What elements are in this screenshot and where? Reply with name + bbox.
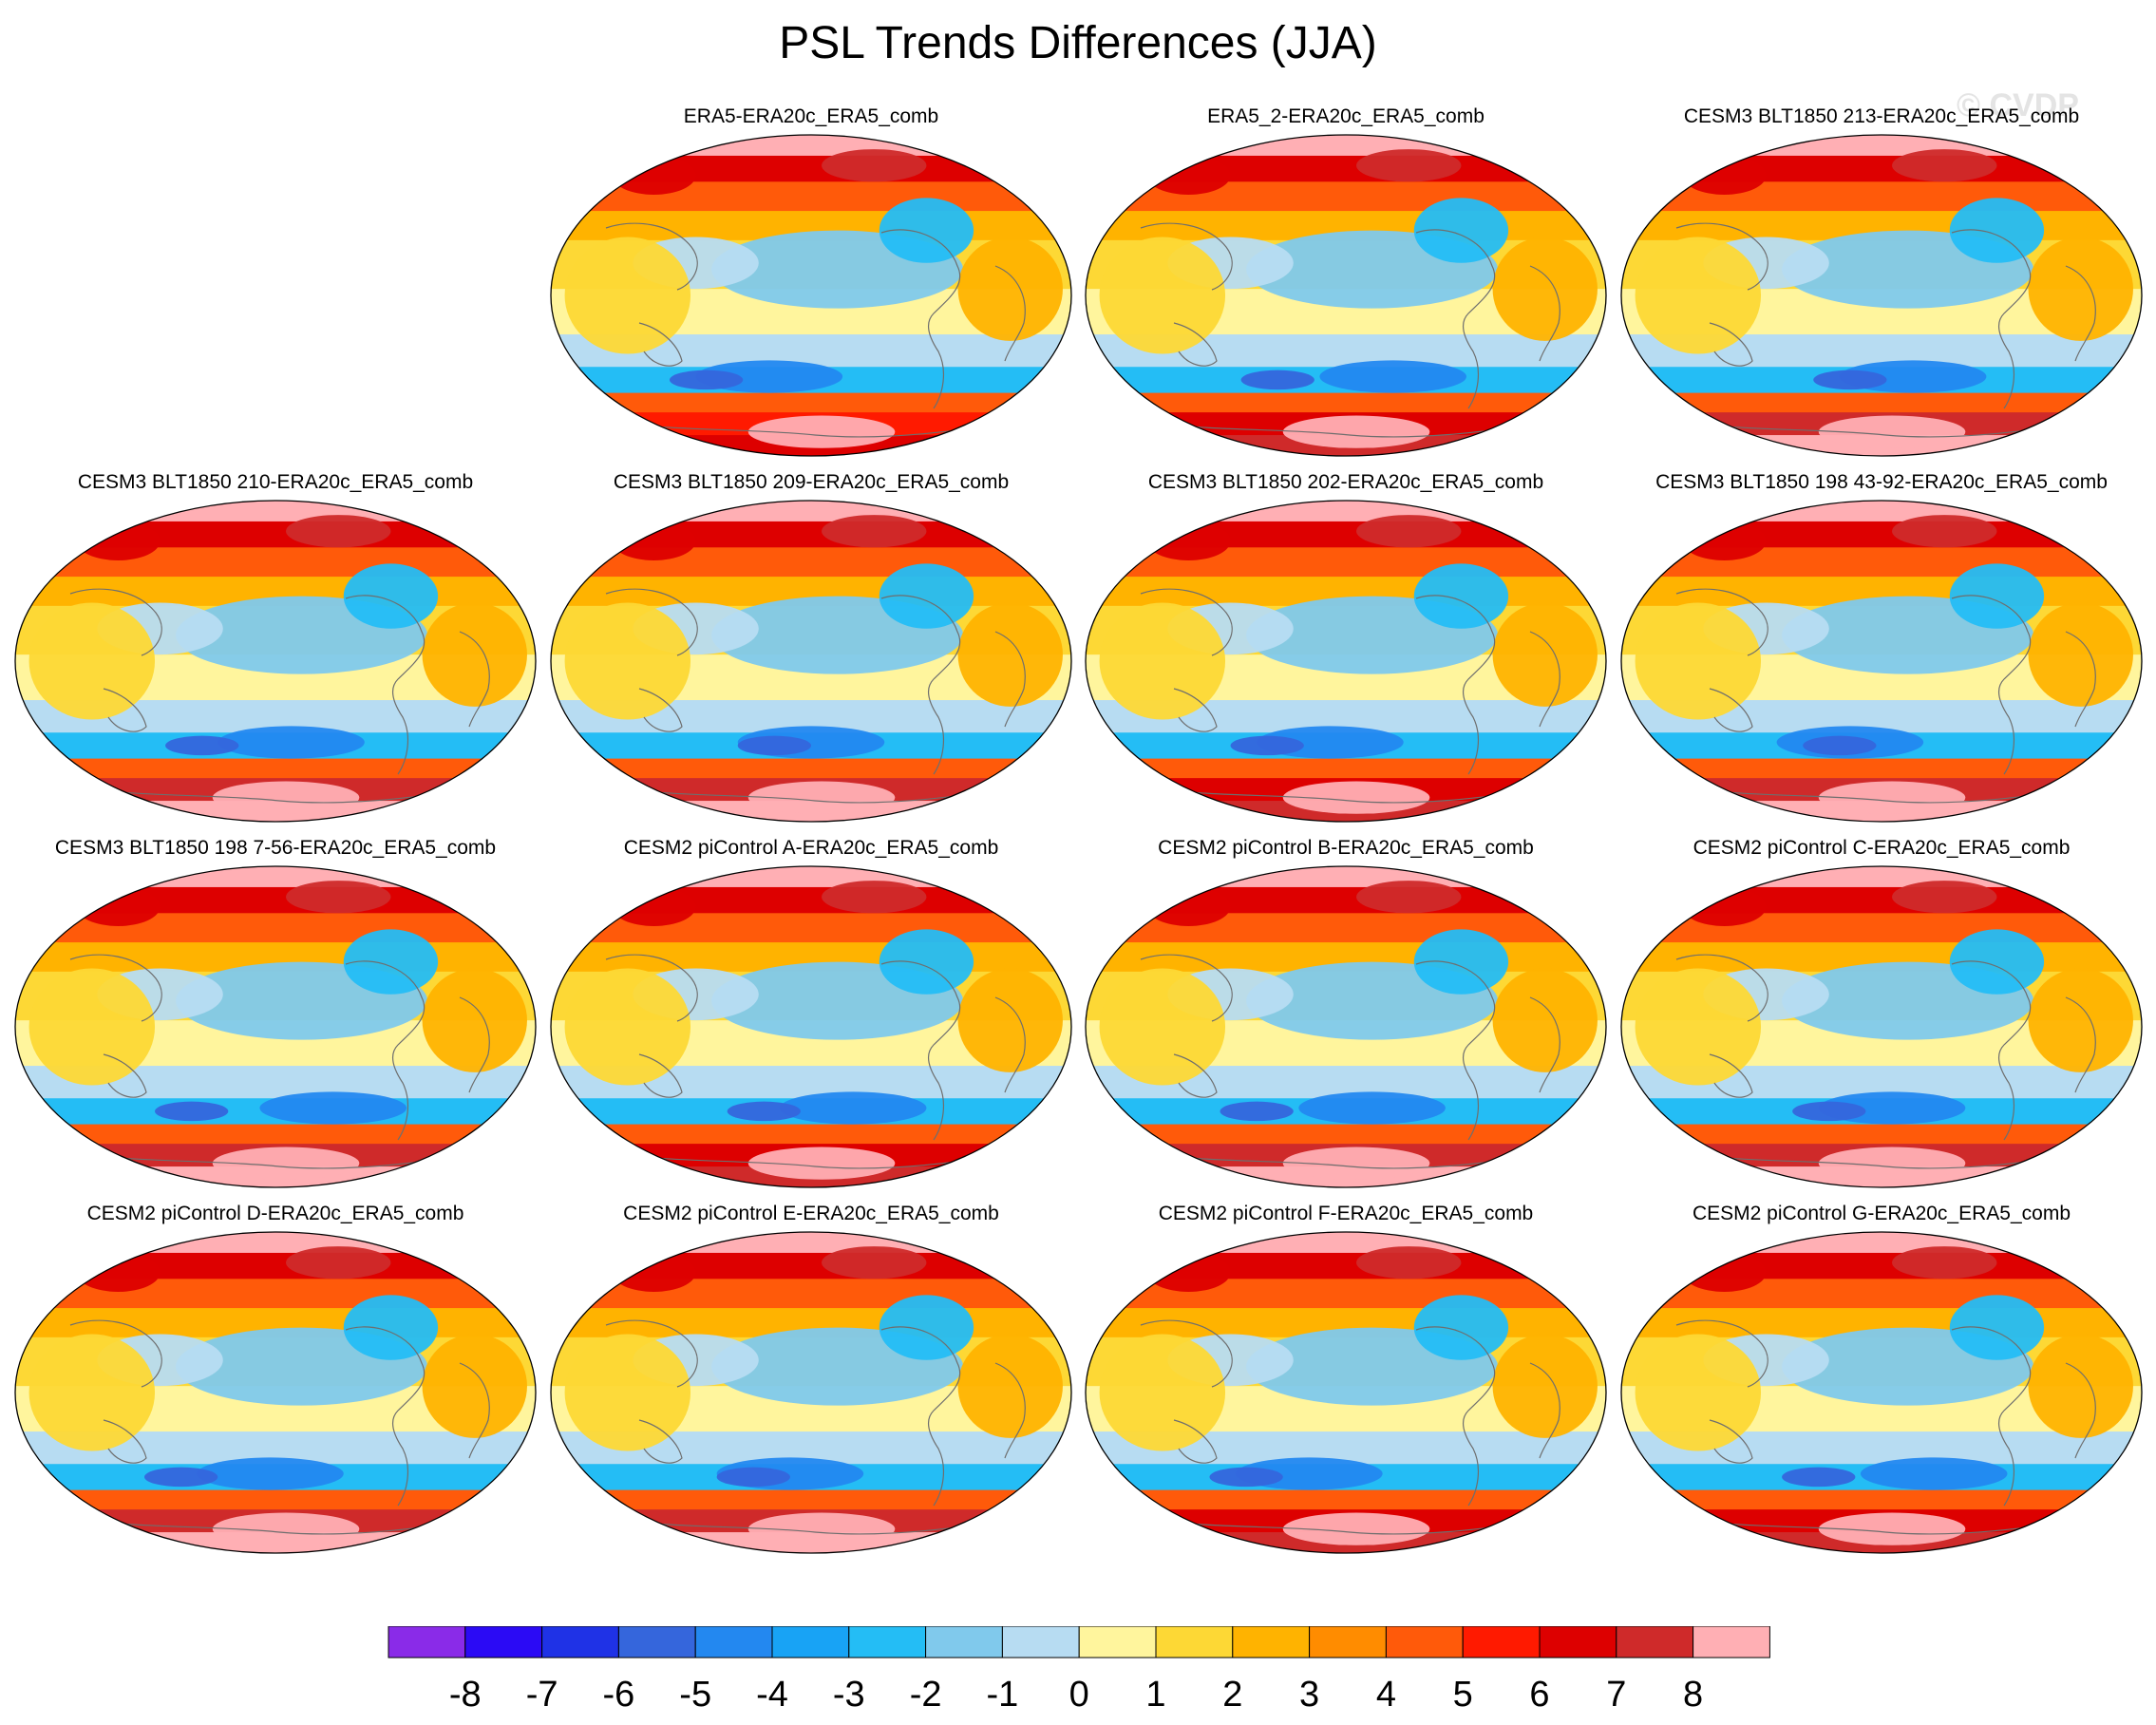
psl-trend-map	[14, 865, 537, 1188]
psl-trend-map	[1085, 500, 1607, 823]
colorbar-swatch	[1616, 1626, 1694, 1659]
map-panel: ERA5-ERA20c_ERA5_comb	[549, 104, 1073, 458]
colorbar-swatch	[1155, 1626, 1234, 1659]
colorbar-swatch	[848, 1626, 927, 1659]
map-panel: CESM3 BLT1850 210-ERA20c_ERA5_comb	[13, 470, 538, 824]
colorbar-tick-label: -5	[679, 1675, 711, 1712]
psl-trend-map	[1620, 500, 2143, 823]
psl-trend-map	[1085, 865, 1607, 1188]
map-panel: ERA5_2-ERA20c_ERA5_comb	[1084, 104, 1608, 458]
map-panel: CESM3 BLT1850 209-ERA20c_ERA5_comb	[549, 470, 1073, 824]
psl-trend-map	[14, 500, 537, 823]
panel-title: CESM2 piControl A-ERA20c_ERA5_comb	[623, 837, 999, 859]
panel-title: CESM3 BLT1850 202-ERA20c_ERA5_comb	[1147, 471, 1544, 493]
colorbar-tick-label: -3	[833, 1675, 865, 1712]
panel-title: CESM2 piControl G-ERA20c_ERA5_comb	[1693, 1203, 2071, 1224]
panel-title: CESM2 piControl E-ERA20c_ERA5_comb	[623, 1203, 999, 1224]
figure-title: PSL Trends Differences (JJA)	[779, 18, 1377, 68]
map-panel: CESM2 piControl B-ERA20c_ERA5_comb	[1084, 836, 1608, 1189]
psl-trend-map	[1620, 134, 2143, 457]
colorbar-swatch	[1078, 1626, 1157, 1659]
colorbar-tick-label: 0	[1069, 1675, 1089, 1712]
psl-trend-map	[1085, 1231, 1607, 1554]
cvdp-watermark: © CVDP	[1957, 87, 2079, 123]
colorbar-swatch	[617, 1626, 696, 1659]
panel-title: ERA5_2-ERA20c_ERA5_comb	[1207, 105, 1485, 127]
map-panel: CESM2 piControl C-ERA20c_ERA5_comb	[1619, 836, 2144, 1189]
colorbar-swatch	[1539, 1626, 1617, 1659]
psl-trend-map	[14, 1231, 537, 1554]
panel-title: CESM2 piControl D-ERA20c_ERA5_comb	[86, 1203, 464, 1224]
colorbar-tick-label: 4	[1376, 1675, 1396, 1712]
colorbar-swatch	[541, 1626, 619, 1659]
colorbar-tick-label: -2	[910, 1675, 942, 1712]
psl-trend-map	[1085, 134, 1607, 457]
colorbar-tick-label: 2	[1222, 1675, 1242, 1712]
colorbar-swatch	[771, 1626, 850, 1659]
colorbar-swatch	[1462, 1626, 1541, 1659]
psl-trend-map	[1620, 1231, 2143, 1554]
colorbar-tick-label: 1	[1145, 1675, 1165, 1712]
colorbar-swatch	[464, 1626, 543, 1659]
panel-title: CESM3 BLT1850 209-ERA20c_ERA5_comb	[613, 471, 1010, 493]
map-panel: CESM3 BLT1850 198 43-92-ERA20c_ERA5_comb	[1619, 470, 2144, 824]
colorbar-tick-label: -4	[756, 1675, 788, 1712]
map-panel: CESM2 piControl F-ERA20c_ERA5_comb	[1084, 1202, 1608, 1555]
colorbar-swatch	[925, 1626, 1003, 1659]
panel-title: CESM3 BLT1850 198 43-92-ERA20c_ERA5_comb	[1655, 471, 2108, 493]
colorbar-swatch	[1309, 1626, 1387, 1659]
colorbar-swatch	[1693, 1626, 1770, 1659]
colorbar: -8 -7 -6 -5 -4 -3 -2 -1 0 1 2 3 4 5 6 7 8	[388, 1626, 1770, 1712]
map-panel: CESM2 piControl A-ERA20c_ERA5_comb	[549, 836, 1073, 1189]
psl-trend-map	[550, 134, 1072, 457]
map-panel: CESM3 BLT1850 213-ERA20c_ERA5_comb	[1619, 104, 2144, 458]
map-panel: CESM3 BLT1850 198 7-56-ERA20c_ERA5_comb	[13, 836, 538, 1189]
map-panel: CESM2 piControl D-ERA20c_ERA5_comb	[13, 1202, 538, 1555]
psl-trend-map	[550, 1231, 1072, 1554]
colorbar-swatch	[388, 1626, 466, 1659]
panel-title: CESM2 piControl F-ERA20c_ERA5_comb	[1158, 1203, 1534, 1224]
map-panel: CESM2 piControl G-ERA20c_ERA5_comb	[1619, 1202, 2144, 1555]
colorbar-swatch	[1385, 1626, 1464, 1659]
colorbar-tick-label: 7	[1606, 1675, 1626, 1712]
colorbar-tick-label: -8	[449, 1675, 482, 1712]
psl-trend-map	[550, 500, 1072, 823]
colorbar-swatch	[1001, 1626, 1080, 1659]
colorbar-tick-label: 3	[1299, 1675, 1319, 1712]
map-panel: CESM3 BLT1850 202-ERA20c_ERA5_comb	[1084, 470, 1608, 824]
colorbar-swatch	[694, 1626, 773, 1659]
panel-title: CESM3 BLT1850 198 7-56-ERA20c_ERA5_comb	[54, 837, 497, 859]
colorbar-tick-label: -6	[603, 1675, 635, 1712]
colorbar-tick-label: 5	[1453, 1675, 1473, 1712]
psl-trend-map	[550, 865, 1072, 1188]
panel-title: CESM2 piControl C-ERA20c_ERA5_comb	[1693, 837, 2071, 859]
colorbar-tick-label: 8	[1683, 1675, 1703, 1712]
colorbar-swatch	[1232, 1626, 1311, 1659]
psl-trend-map	[1620, 865, 2143, 1188]
panel-title: CESM2 piControl B-ERA20c_ERA5_comb	[1158, 837, 1534, 859]
colorbar-tick-label: -1	[987, 1675, 1019, 1712]
map-panel: CESM2 piControl E-ERA20c_ERA5_comb	[549, 1202, 1073, 1555]
colorbar-tick-label: 6	[1529, 1675, 1549, 1712]
panel-title: CESM3 BLT1850 210-ERA20c_ERA5_comb	[77, 471, 474, 493]
panel-title: CESM3 BLT1850 213-ERA20c_ERA5_comb	[1683, 105, 2080, 127]
panel-title: ERA5-ERA20c_ERA5_comb	[683, 105, 939, 127]
colorbar-tick-label: -7	[526, 1675, 558, 1712]
